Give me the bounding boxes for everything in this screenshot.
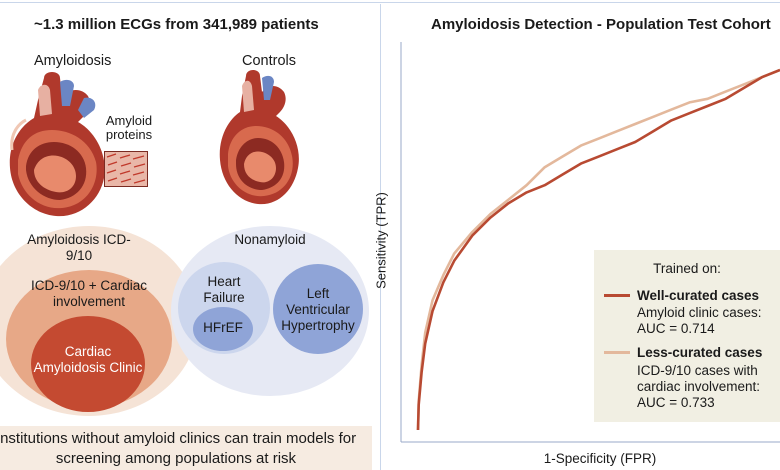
legend-name-well-curated: Well-curated cases	[637, 288, 760, 303]
auc-value: AUC = 0.733	[637, 395, 715, 410]
amyloidosis-clinic-circle	[31, 316, 145, 412]
roc-curve-less-curated	[416, 68, 780, 431]
amyloid-proteins-label: Amyloid proteins	[105, 113, 153, 142]
hfref-circle	[193, 307, 253, 351]
desc-line: Amyloid clinic cases:	[637, 305, 762, 320]
x-axis-label: 1-Specificity (FPR)	[543, 451, 657, 466]
desc-line: ICD-9/10 cases with	[637, 363, 758, 378]
legend-swatch-less-curated	[604, 351, 630, 354]
amyloid-proteins-inset	[104, 151, 148, 187]
nonamyloid-label: Nonamyloid	[234, 232, 306, 247]
y-axis-label: Sensitivity (TPR)	[373, 192, 389, 289]
controls-heading: Controls	[242, 53, 296, 69]
amyloid-heart-illustration	[9, 72, 105, 217]
amyloidosis-heading: Amyloidosis	[34, 53, 112, 69]
roc-curve-well-curated	[416, 68, 780, 431]
legend-title: Trained on:	[653, 261, 721, 276]
amyloidosis-clinic-label: Cardiac Amyloidosis Clinic	[33, 344, 143, 375]
desc-line: cardiac involvement:	[637, 379, 761, 394]
cardiac-involvement-label: ICD-9/10 + Cardiac involvement	[31, 278, 147, 309]
roc-chart	[400, 42, 780, 443]
conclusion-text: Institutions without amyloid clinics can…	[0, 430, 357, 467]
chart-title: Amyloidosis Detection - Population Test …	[431, 16, 771, 33]
left-panel-title: ~1.3 million ECGs from 341,989 patients	[34, 16, 319, 33]
hfref-label: HFrEF	[203, 320, 243, 335]
lvh-label: Left Ventricular Hypertrophy	[281, 286, 355, 333]
amyloidosis-icd-label: Amyloidosis ICD-9/10	[27, 232, 131, 263]
top-rule	[0, 2, 780, 3]
legend-box	[594, 250, 780, 422]
legend-desc-well-curated: Amyloid clinic cases: AUC = 0.714	[637, 305, 762, 337]
heart-failure-label: Heart Failure	[203, 274, 245, 305]
panel-divider	[380, 4, 381, 470]
control-heart-illustration	[219, 70, 299, 205]
conclusion-banner	[0, 426, 372, 470]
lvh-circle	[273, 264, 363, 354]
auc-value: AUC = 0.714	[637, 321, 715, 336]
legend-desc-less-curated: ICD-9/10 cases with cardiac involvement:…	[637, 363, 760, 411]
legend-swatch-well-curated	[604, 294, 630, 297]
legend-name-less-curated: Less-curated cases	[637, 345, 763, 360]
